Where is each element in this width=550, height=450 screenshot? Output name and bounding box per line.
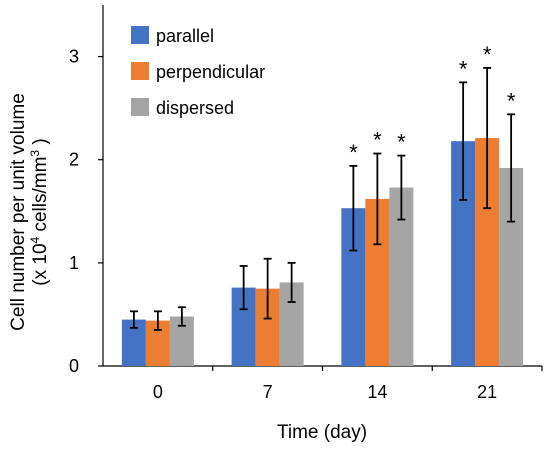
y-tick-label: 2 bbox=[69, 150, 79, 170]
significance-marker: * bbox=[507, 88, 516, 113]
x-tick-label: 0 bbox=[153, 382, 163, 402]
y-axis-title-line1: Cell number per unit volume bbox=[8, 93, 29, 331]
y-tick-label: 3 bbox=[69, 47, 79, 67]
legend: parallel perpendicular dispersed bbox=[131, 26, 265, 118]
significance-marker: * bbox=[459, 56, 468, 81]
legend-swatch bbox=[131, 26, 149, 44]
y-axis-title-line2: (x 104 cells/mm3 ) bbox=[28, 138, 51, 285]
x-tick-label: 14 bbox=[367, 382, 387, 402]
legend-label: dispersed bbox=[156, 98, 234, 118]
y-axis-title: Cell number per unit volume (x 104 cells… bbox=[8, 93, 51, 331]
y-tick-label: 0 bbox=[69, 356, 79, 376]
significance-marker: * bbox=[483, 42, 492, 67]
plot-area: 0 1 2 3 0 7 14 * * * 21 * * * bbox=[69, 5, 543, 402]
legend-label: parallel bbox=[156, 26, 214, 46]
legend-swatch bbox=[131, 98, 149, 116]
x-axis-title: Time (day) bbox=[277, 422, 367, 443]
significance-marker: * bbox=[349, 140, 358, 165]
legend-label: perpendicular bbox=[156, 62, 265, 82]
significance-marker: * bbox=[373, 128, 382, 153]
legend-swatch bbox=[131, 62, 149, 80]
y-tick-label: 1 bbox=[69, 253, 79, 273]
x-tick-label: 21 bbox=[477, 382, 497, 402]
x-tick-label: 7 bbox=[263, 382, 273, 402]
significance-marker: * bbox=[397, 130, 406, 155]
